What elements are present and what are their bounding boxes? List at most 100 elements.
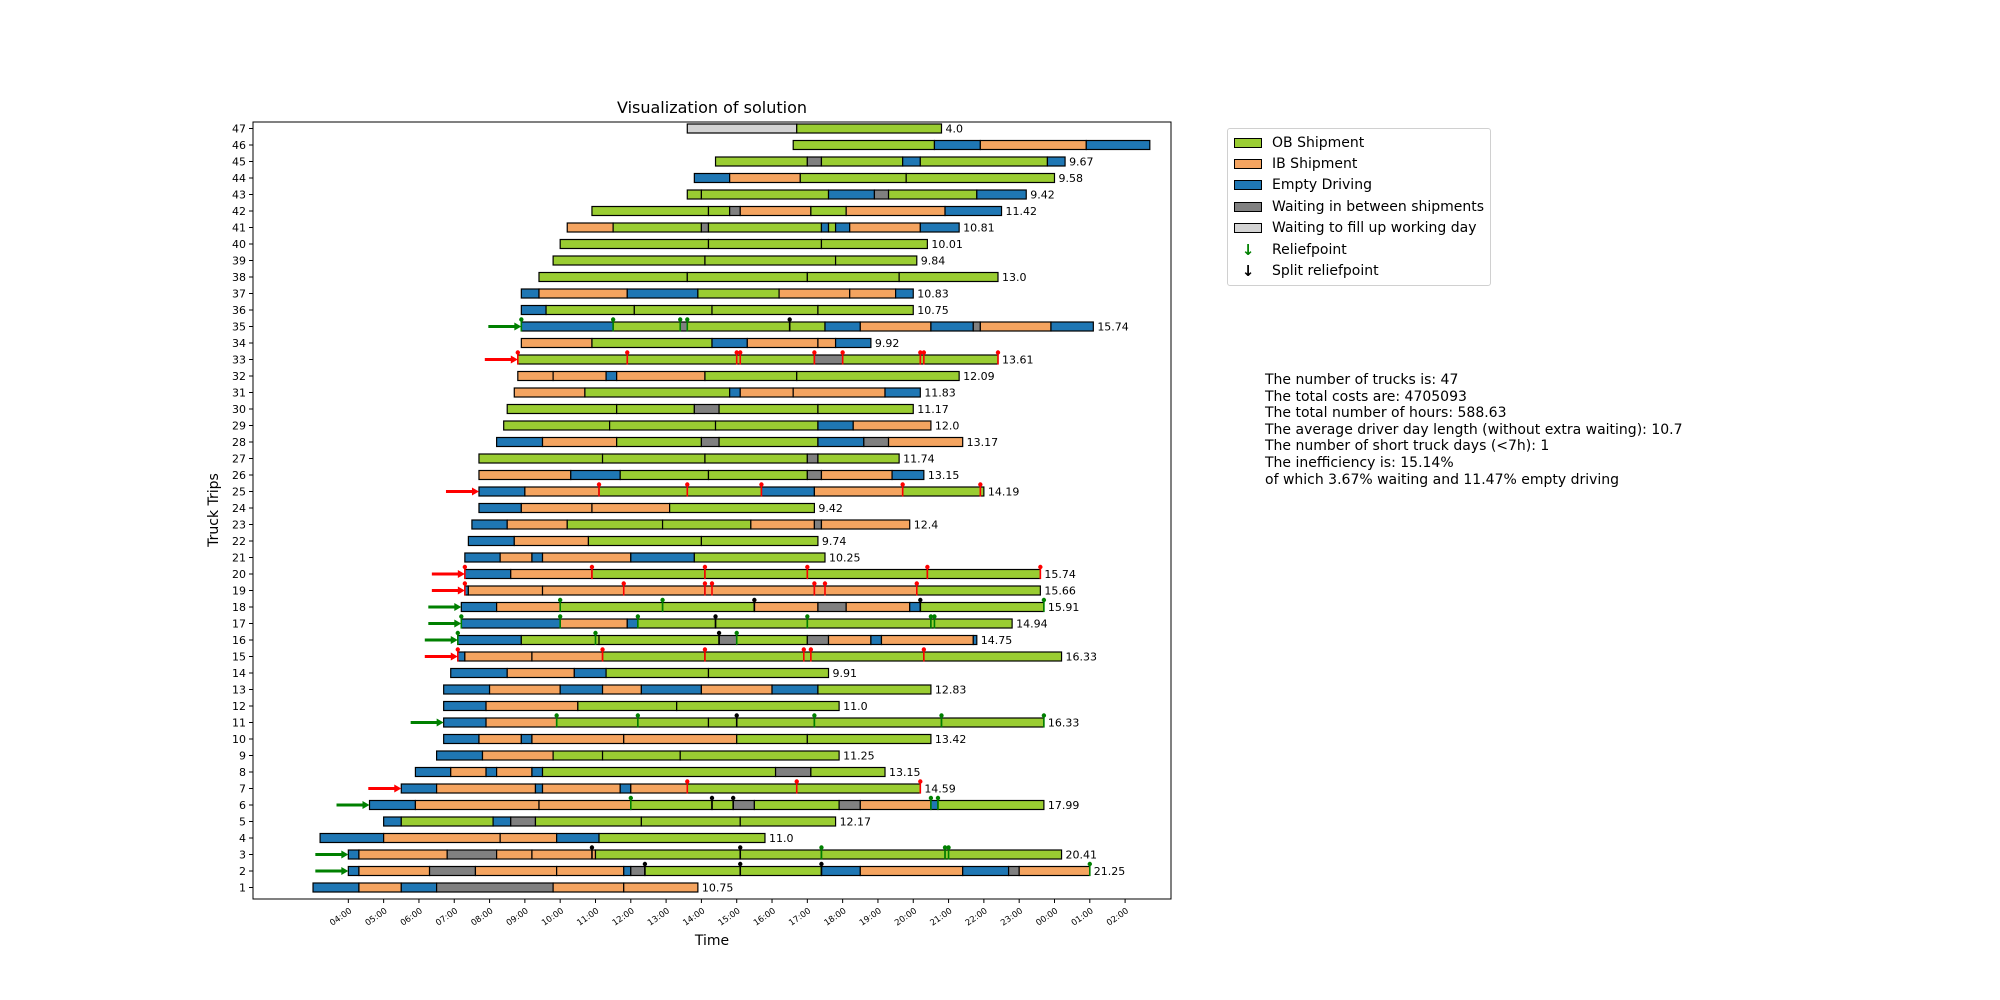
x-tick: 01:00 xyxy=(1070,899,1096,929)
ib-shipment-segment xyxy=(510,568,593,580)
trip-hours-label: 9.42 xyxy=(1030,189,1055,202)
trip-hours-label: 13.15 xyxy=(928,469,960,482)
y-tick: 34 xyxy=(232,337,253,350)
y-tick: 19 xyxy=(232,585,253,598)
ib-shipment-segment xyxy=(524,486,600,497)
legend-item: Waiting to fill up working day xyxy=(1228,218,1490,239)
y-tick-label: 18 xyxy=(232,601,246,614)
ob-shipment-segment xyxy=(796,783,921,794)
truck-trip-row: 14.75 xyxy=(457,634,1012,647)
truck-trip-row: 9.58 xyxy=(693,172,1083,185)
truck-trip-row: 13.17 xyxy=(496,436,998,449)
y-tick: 41 xyxy=(232,222,253,235)
trip-hours-label: 12.09 xyxy=(963,370,995,383)
truck-trip-row: 11.17 xyxy=(506,403,949,416)
x-tick: 00:00 xyxy=(1034,899,1060,929)
truck-trip-row xyxy=(792,139,1151,151)
truck-trip-row: 12.4 xyxy=(471,519,939,532)
ib-shipment-segment xyxy=(601,684,642,695)
x-tick: 13:00 xyxy=(646,899,672,929)
y-tick-label: 9 xyxy=(239,750,246,763)
empty-driving-segment xyxy=(824,321,861,332)
waiting-segment xyxy=(700,436,720,448)
reliefpoint-marker xyxy=(900,482,905,497)
ib-shipment-segment xyxy=(979,321,1052,332)
ob-shipment-segment xyxy=(700,535,819,547)
reliefpoint-marker xyxy=(557,597,563,612)
stat-costs: The total costs are: 4705093 xyxy=(1265,388,1467,405)
y-tick-label: 15 xyxy=(232,651,246,664)
reliefpoint-marker xyxy=(1087,861,1092,876)
waiting-segment xyxy=(693,403,720,415)
y-tick-label: 26 xyxy=(232,469,246,482)
x-tick-label: 07:00 xyxy=(434,906,460,928)
trip-hours-label: 10.25 xyxy=(829,552,861,565)
trip-hours-label: 11.0 xyxy=(769,832,794,845)
trip-hours-label: 12.4 xyxy=(914,519,939,532)
ob-shipment-segment xyxy=(739,354,815,365)
ib-shipment-segment xyxy=(513,535,590,547)
x-tick: 20:00 xyxy=(893,899,919,929)
y-tick-label: 37 xyxy=(232,288,246,301)
reliefpoint-marker xyxy=(1041,597,1047,612)
trip-hours-label: 10.75 xyxy=(917,304,949,317)
reliefpoint-marker xyxy=(462,564,468,579)
empty-driving-segment xyxy=(623,865,632,877)
ob-shipment-segment xyxy=(919,601,1045,613)
truck-trip-row: 11.42 xyxy=(591,205,1037,218)
y-tick-label: 25 xyxy=(232,486,246,499)
empty-driving-segment xyxy=(471,519,508,530)
trip-hours-label: 20.41 xyxy=(1066,849,1098,862)
x-tick-label: 21:00 xyxy=(928,906,954,928)
waiting-segment xyxy=(700,222,710,233)
trip-hours-label: 9.92 xyxy=(875,337,900,350)
waiting-segment xyxy=(813,354,844,365)
ob-shipment-segment xyxy=(637,717,710,728)
split-reliefpoint-marker xyxy=(589,845,595,860)
truck-trip-row: 16.33 xyxy=(457,651,1097,664)
x-tick-label: 12:00 xyxy=(611,906,637,928)
ob-shipment-segment xyxy=(686,486,763,497)
ob-shipment-segment xyxy=(820,238,928,250)
ib-shipment-segment xyxy=(506,667,575,679)
ob-shipment-segment xyxy=(718,403,819,415)
y-tick-label: 39 xyxy=(232,255,246,268)
waiting-segment xyxy=(806,634,830,646)
x-axis-label: Time xyxy=(694,933,729,949)
ib-shipment-segment xyxy=(541,436,618,448)
y-tick: 35 xyxy=(232,321,253,334)
ib-shipment-segment xyxy=(849,288,897,299)
waiting-segment xyxy=(729,205,741,217)
y-tick-label: 40 xyxy=(232,238,246,251)
legend-item: ↓ Reliefpoint xyxy=(1228,239,1490,260)
y-tick: 11 xyxy=(232,717,253,730)
ob-shipment-segment xyxy=(601,453,706,464)
empty-driving-segment xyxy=(478,486,526,497)
empty-driving-segment xyxy=(894,288,914,299)
trip-hours-label: 9.74 xyxy=(822,535,847,548)
y-tick: 13 xyxy=(232,684,253,697)
x-tick: 23:00 xyxy=(999,899,1025,929)
truck-trip-row: 9.74 xyxy=(467,535,847,548)
empty-driving-segment xyxy=(464,568,512,580)
ob-shipment-segment xyxy=(718,436,819,448)
x-tick: 12:00 xyxy=(611,899,637,929)
trip-hours-label: 10.01 xyxy=(931,238,963,251)
empty-driving-segment xyxy=(711,337,748,349)
ib-shipment-segment xyxy=(753,601,819,613)
reliefpoint-marker xyxy=(921,647,927,662)
empty-driving-segment xyxy=(972,634,978,646)
reliefpoint-marker xyxy=(685,482,690,497)
waiting-segment xyxy=(817,601,847,613)
ob-shipment-segment xyxy=(806,733,932,745)
empty-driving-segment xyxy=(443,717,487,728)
waiting-segment xyxy=(718,634,738,646)
truck-trip-row: 12.17 xyxy=(383,816,871,829)
ib-shipment-segment xyxy=(623,733,738,745)
ib-shipment-segment xyxy=(849,222,921,233)
ib-shipment-segment xyxy=(478,733,522,745)
trip-hours-label: 15.66 xyxy=(1044,585,1076,598)
legend-item: OB Shipment xyxy=(1228,132,1490,153)
trip-hours-label: 15.91 xyxy=(1048,601,1080,614)
